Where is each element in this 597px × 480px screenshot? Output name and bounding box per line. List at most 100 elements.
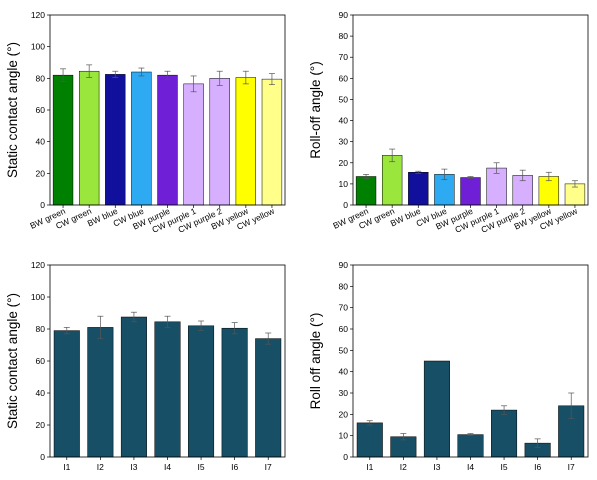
y-tick-label-5: 80 <box>36 324 46 334</box>
bar-2 <box>78 70 100 206</box>
y-tick-label-3: 20 <box>339 409 349 419</box>
x-tick-label-5: I5 <box>501 462 508 472</box>
error-bar-3 <box>112 70 119 78</box>
y-axis-label: Static contact angle (°) <box>5 42 20 178</box>
error-bar-5 <box>501 405 508 415</box>
y-tick-label-10: 90 <box>339 260 349 270</box>
y-tick-label-7: 60 <box>339 324 349 334</box>
bar-1 <box>356 422 383 458</box>
y-tick-label-8: 70 <box>339 303 349 313</box>
x-tick-label-6: I6 <box>534 462 541 472</box>
x-tick-label-4: I4 <box>467 462 474 472</box>
error-bar-2 <box>389 148 396 163</box>
bar-7 <box>255 338 282 458</box>
y-tick-label-1: 0 <box>40 200 45 210</box>
y-tick-label-2: 10 <box>339 179 349 189</box>
y-tick-label-4: 60 <box>36 105 46 115</box>
x-tick-label-1: I1 <box>366 462 373 472</box>
bar-3 <box>120 316 147 458</box>
y-tick-label-6: 100 <box>31 42 45 52</box>
error-bar-4 <box>467 433 474 437</box>
bar-6 <box>221 327 248 458</box>
y-tick-label-6: 100 <box>31 292 45 302</box>
y-tick-label-3: 40 <box>36 137 46 147</box>
error-bar-7 <box>568 392 575 419</box>
bar-9 <box>261 78 283 206</box>
bar-3 <box>423 360 450 458</box>
plot-frame <box>49 264 286 458</box>
bar-8 <box>235 77 257 206</box>
y-tick-label-1: 0 <box>343 200 348 210</box>
bar-2 <box>87 327 114 458</box>
y-tick-label-2: 10 <box>339 431 349 441</box>
bar-6 <box>183 83 204 206</box>
error-bar-5 <box>198 320 205 331</box>
y-tick-label-1: 0 <box>40 452 45 462</box>
chart-4: I1 I2 I3 I4 I5 I6 I7 0 10 20 30 40 50 60 70 80 90 Roll of… <box>308 260 589 472</box>
y-tick-label-6: 50 <box>339 345 349 355</box>
x-tick-label-5: I5 <box>198 462 205 472</box>
y-tick-label-5: 40 <box>339 367 349 377</box>
error-bar-6 <box>231 322 238 335</box>
error-bar-8 <box>242 70 249 85</box>
plot-frame <box>352 14 589 206</box>
error-bar-4 <box>441 168 448 181</box>
bar-3 <box>105 74 126 206</box>
error-bar-7 <box>216 70 223 86</box>
error-bar-4 <box>138 67 145 77</box>
x-tick-label-2: I2 <box>97 462 104 472</box>
error-bar-6 <box>534 438 541 448</box>
bar-5 <box>157 74 178 206</box>
y-tick-label-10: 90 <box>339 10 349 20</box>
y-tick-label-7: 60 <box>339 73 349 83</box>
y-axis-label: Roll-off angle (°) <box>308 61 323 158</box>
x-tick-label-7: I7 <box>568 462 575 472</box>
error-bar-5 <box>164 70 171 80</box>
x-tick-label-7: I7 <box>265 462 272 472</box>
error-bar-3 <box>130 311 137 323</box>
y-axis-label: Roll off angle (°) <box>308 313 323 410</box>
y-tick-label-3: 20 <box>339 158 349 168</box>
error-bar-6 <box>190 75 197 93</box>
x-tick-label-2: I2 <box>400 462 407 472</box>
y-tick-label-5: 80 <box>36 73 46 83</box>
plot-frame <box>49 14 286 206</box>
error-bar-9 <box>571 180 578 188</box>
bar-4 <box>131 71 152 206</box>
error-bar-1 <box>60 68 67 82</box>
error-bar-4 <box>164 315 171 328</box>
error-bar-1 <box>63 327 70 335</box>
error-bar-7 <box>519 169 526 182</box>
error-bar-3 <box>415 170 422 174</box>
y-tick-label-1: 0 <box>343 452 348 462</box>
bar-3 <box>408 172 429 206</box>
y-tick-label-9: 80 <box>339 31 349 41</box>
y-tick-label-3: 40 <box>36 388 46 398</box>
bar-5 <box>491 409 518 458</box>
error-bar-2 <box>400 433 407 441</box>
plot-frame <box>352 264 589 458</box>
bar-5 <box>460 177 481 206</box>
error-bar-8 <box>545 171 552 182</box>
bar-1 <box>355 176 377 206</box>
error-bar-6 <box>493 162 500 174</box>
error-bar-1 <box>366 420 373 426</box>
y-axis-label: Static contact angle (°) <box>5 293 20 429</box>
y-tick-label-5: 40 <box>339 116 349 126</box>
y-tick-label-6: 50 <box>339 94 349 104</box>
y-tick-label-2: 20 <box>36 420 46 430</box>
x-tick-label-3: I3 <box>130 462 137 472</box>
y-tick-label-7: 120 <box>31 10 45 20</box>
chart-3: I1 I2 I3 I4 I5 I6 I7 0 20 40 60 80 100 120 Static cont… <box>5 260 286 472</box>
bar-1 <box>53 330 80 458</box>
y-tick-label-4: 60 <box>36 356 46 366</box>
error-bar-1 <box>363 174 370 179</box>
y-tick-label-4: 30 <box>339 137 349 147</box>
error-bar-2 <box>97 315 104 339</box>
bar-1 <box>52 74 74 206</box>
bar-5 <box>188 325 215 458</box>
x-tick-label-6: I6 <box>231 462 238 472</box>
error-bar-7 <box>265 332 272 345</box>
